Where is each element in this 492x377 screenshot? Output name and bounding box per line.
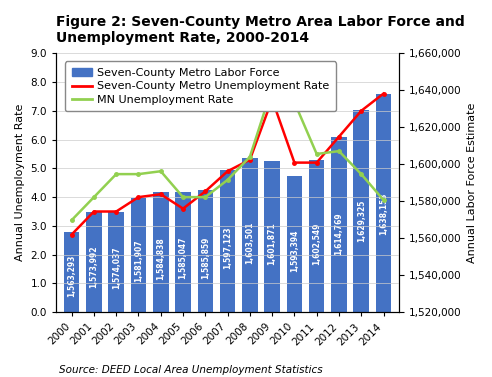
Bar [175, 192, 191, 377]
Y-axis label: Annual Unemployment Rate: Annual Unemployment Rate [15, 104, 25, 261]
Text: 1,593,394: 1,593,394 [290, 230, 299, 272]
Text: 1,638,153: 1,638,153 [379, 193, 388, 235]
Bar [309, 159, 325, 377]
Text: Figure 2: Seven-County Metro Area Labor Force and
Unemployment Rate, 2000-2014: Figure 2: Seven-County Metro Area Labor … [56, 15, 465, 45]
Bar [220, 170, 235, 377]
Text: 1,601,871: 1,601,871 [268, 223, 277, 265]
Text: 1,585,047: 1,585,047 [179, 237, 187, 279]
Text: 1,603,501: 1,603,501 [246, 222, 254, 264]
Bar [86, 212, 102, 377]
Text: Source: DEED Local Area Unemployment Statistics: Source: DEED Local Area Unemployment Sta… [59, 365, 323, 375]
Bar [376, 94, 391, 377]
Bar [331, 137, 347, 377]
Bar [353, 110, 369, 377]
Bar [242, 158, 258, 377]
Text: 1,614,769: 1,614,769 [335, 212, 343, 254]
Text: 1,585,859: 1,585,859 [201, 236, 210, 279]
Bar [287, 176, 302, 377]
Text: 1,573,992: 1,573,992 [90, 246, 98, 288]
Text: 1,629,325: 1,629,325 [357, 200, 366, 242]
Bar [153, 192, 169, 377]
Text: 1,581,907: 1,581,907 [134, 239, 143, 282]
Text: 1,597,123: 1,597,123 [223, 227, 232, 269]
Text: 1,602,549: 1,602,549 [312, 222, 321, 265]
Bar [264, 161, 280, 377]
Bar [64, 232, 80, 377]
Y-axis label: Annual Labor Force Estimate: Annual Labor Force Estimate [467, 103, 477, 263]
Text: 1,574,037: 1,574,037 [112, 246, 121, 288]
Bar [197, 190, 213, 377]
Text: 1,584,838: 1,584,838 [156, 237, 165, 280]
Bar [108, 212, 124, 377]
Legend: Seven-County Metro Labor Force, Seven-County Metro Unemployment Rate, MN Unemplo: Seven-County Metro Labor Force, Seven-Co… [65, 61, 336, 112]
Text: 1,563,293: 1,563,293 [67, 255, 76, 297]
Bar [131, 198, 146, 377]
